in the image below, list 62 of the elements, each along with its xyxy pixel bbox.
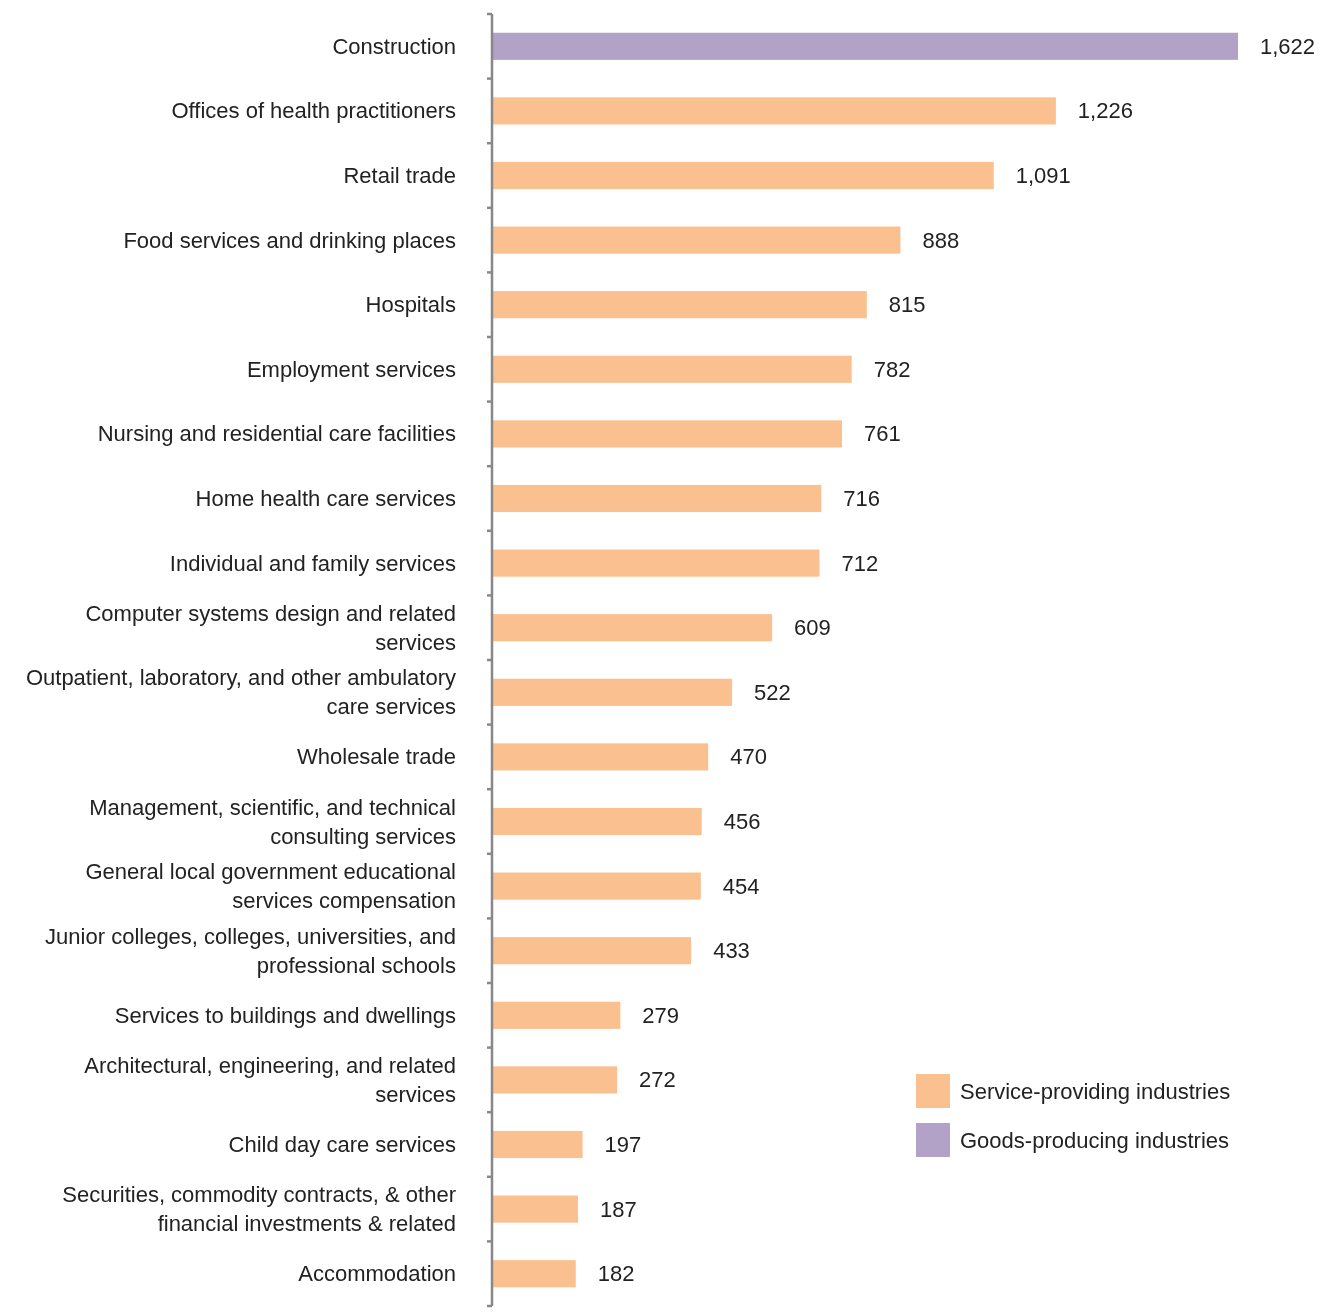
y-tick-label: Hospitals bbox=[365, 292, 456, 318]
data-label: 456 bbox=[723, 809, 761, 834]
y-tick-label: Management, scientific, and technical consulting services bbox=[89, 794, 456, 849]
y-tick-label: Employment services bbox=[246, 356, 456, 382]
data-label: 470 bbox=[730, 744, 767, 770]
y-tick-label: Outpatient, laboratory, and other ambulatory care services bbox=[25, 665, 456, 720]
bar bbox=[492, 355, 852, 383]
legend-label: Goods-producing industries bbox=[960, 1127, 1230, 1153]
bar bbox=[492, 97, 1056, 125]
y-tick-label: Construction bbox=[332, 33, 456, 59]
y-tick-label: Accommodation bbox=[298, 1261, 456, 1287]
data-label: 522 bbox=[754, 679, 791, 705]
y-tick-label: Architectural, engineering, and related services bbox=[84, 1052, 456, 1107]
bar bbox=[492, 420, 842, 448]
y-tick-label: General local government educational services compensation bbox=[85, 859, 456, 914]
data-label: 761 bbox=[864, 421, 901, 447]
y-tick-label: Individual and family services bbox=[169, 550, 456, 576]
bar bbox=[492, 807, 702, 836]
bar bbox=[492, 161, 994, 190]
legend-label: Service-providing industries bbox=[960, 1078, 1231, 1104]
bar bbox=[492, 291, 867, 319]
data-label: 279 bbox=[642, 1002, 680, 1028]
bar bbox=[492, 484, 822, 513]
data-label: 815 bbox=[888, 292, 926, 318]
y-tick-label: Offices of health practitioners bbox=[171, 98, 456, 124]
data-label: 1,091 bbox=[1015, 163, 1071, 188]
bar bbox=[492, 937, 692, 965]
data-label: 716 bbox=[843, 486, 881, 511]
data-label: 888 bbox=[922, 227, 960, 253]
bar bbox=[492, 1066, 618, 1094]
data-label: 187 bbox=[600, 1196, 637, 1222]
y-tick-label: Food services and drinking places bbox=[123, 227, 456, 253]
y-tick-label: Securities, commodity contracts, & other financial investments & related bbox=[62, 1182, 456, 1237]
y-tick-label: Junior colleges, colleges, universities, and professional schools bbox=[45, 923, 456, 978]
y-tick-label: Computer systems design and related services bbox=[85, 600, 456, 655]
y-tick-label: Retail trade bbox=[343, 163, 456, 188]
data-label: 609 bbox=[794, 615, 831, 641]
bar bbox=[492, 1130, 583, 1159]
bar bbox=[492, 872, 701, 900]
y-tick-label: Wholesale trade bbox=[297, 744, 456, 770]
data-label: 433 bbox=[713, 938, 750, 964]
data-label: 1,226 bbox=[1077, 98, 1133, 124]
data-label: 1,622 bbox=[1260, 33, 1316, 59]
bar bbox=[492, 549, 820, 577]
y-tick-label: Nursing and residential care facilities bbox=[97, 421, 456, 447]
data-label: 272 bbox=[639, 1067, 676, 1093]
y-tick-label: Child day care services bbox=[228, 1132, 456, 1157]
bar bbox=[492, 678, 733, 706]
data-label: 454 bbox=[722, 873, 760, 899]
bar bbox=[492, 1195, 579, 1223]
bar bbox=[492, 1260, 576, 1288]
data-label: 182 bbox=[597, 1261, 635, 1287]
data-label: 782 bbox=[873, 356, 911, 382]
data-label: 197 bbox=[604, 1132, 642, 1157]
y-tick-label: Home health care services bbox=[195, 486, 456, 511]
bar bbox=[492, 1001, 621, 1029]
bar bbox=[492, 743, 709, 771]
bar bbox=[492, 32, 1238, 60]
data-label: 712 bbox=[841, 550, 879, 576]
y-tick-label: Services to buildings and dwellings bbox=[114, 1002, 456, 1028]
bar bbox=[492, 226, 901, 254]
bar bbox=[492, 614, 773, 642]
